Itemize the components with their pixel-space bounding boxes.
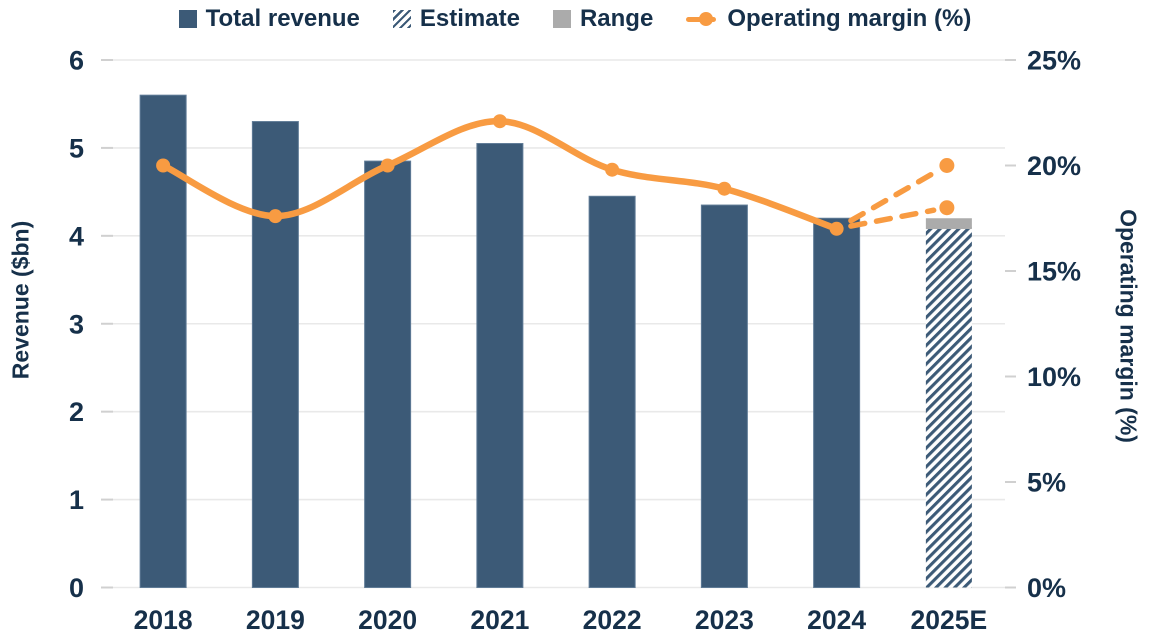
- left-axis-tick-label: 1: [69, 485, 84, 515]
- legend-label: Range: [579, 5, 654, 32]
- left-axis-tick-label: 0: [69, 573, 84, 603]
- forecast-dashed-line-high: [848, 170, 937, 224]
- margin-marker-2024: [829, 221, 844, 236]
- margin-marker-2018: [156, 158, 171, 173]
- right-axis-tick-label: 0%: [1027, 573, 1066, 603]
- bar-2018: [139, 94, 187, 589]
- x-axis-label-2025E: 2025E: [911, 605, 988, 635]
- legend-item-total-revenue: Total revenue: [178, 5, 360, 33]
- x-axis-label-2020: 2020: [358, 605, 417, 635]
- left-axis-title: Revenue ($bn): [7, 220, 34, 380]
- left-axis-tick-label: 3: [69, 309, 84, 339]
- forecast-dot-low: [939, 200, 955, 216]
- x-axis-label-2024: 2024: [807, 605, 866, 635]
- margin-marker-2022: [605, 162, 620, 177]
- forecast-dashed-line-low: [848, 207, 937, 229]
- bar-2024: [813, 217, 861, 588]
- right-axis-tick-label: 20%: [1027, 151, 1081, 181]
- right-axis-title: Operating margin (%): [1115, 209, 1142, 443]
- bar-2022: [588, 195, 636, 588]
- legend: Total revenue Estimate Range Operating m…: [0, 3, 1150, 35]
- legend-label: Estimate: [419, 5, 520, 32]
- left-axis-tick-label: 5: [69, 133, 84, 163]
- left-axis-tick-label: 2: [69, 397, 84, 427]
- range-swatch-icon: [552, 10, 571, 28]
- right-axis-tick-label: 5%: [1027, 468, 1066, 498]
- estimate-bar-2025E: [925, 227, 972, 588]
- range-cap: [925, 218, 972, 230]
- left-axis-tick-label: 6: [69, 46, 84, 76]
- margin-marker-2023: [717, 181, 732, 196]
- legend-item-range: Range: [552, 5, 654, 33]
- x-axis-label-2022: 2022: [583, 605, 642, 635]
- left-axis-tick-label: 4: [69, 221, 84, 251]
- margin-marker-2021: [492, 114, 507, 129]
- legend-item-operating-margin: Operating margin (%): [686, 5, 971, 33]
- right-axis-tick-label: 25%: [1027, 46, 1081, 76]
- bar-2019: [251, 121, 299, 589]
- right-axis-tick-label: 15%: [1027, 257, 1081, 287]
- forecast-dot-high: [939, 158, 955, 173]
- x-axis-label-2019: 2019: [246, 605, 305, 635]
- right-axis-tick-label: 10%: [1027, 362, 1081, 392]
- legend-item-estimate: Estimate: [392, 5, 520, 33]
- legend-label: Operating margin (%): [727, 5, 972, 32]
- bar-2023: [700, 204, 748, 588]
- legend-label: Total revenue: [205, 5, 360, 32]
- margin-marker-2019: [268, 209, 283, 224]
- estimate-hatch-swatch-icon: [392, 10, 411, 28]
- bar-2021: [476, 143, 524, 588]
- operating-margin-line-dot-icon: [686, 10, 718, 28]
- margin-marker-2020: [380, 158, 395, 173]
- x-axis-label-2021: 2021: [470, 605, 529, 635]
- x-axis-label-2023: 2023: [695, 605, 754, 635]
- x-axis-label-2018: 2018: [134, 605, 193, 635]
- total-revenue-swatch-icon: [178, 10, 197, 28]
- bar-2020: [364, 160, 412, 589]
